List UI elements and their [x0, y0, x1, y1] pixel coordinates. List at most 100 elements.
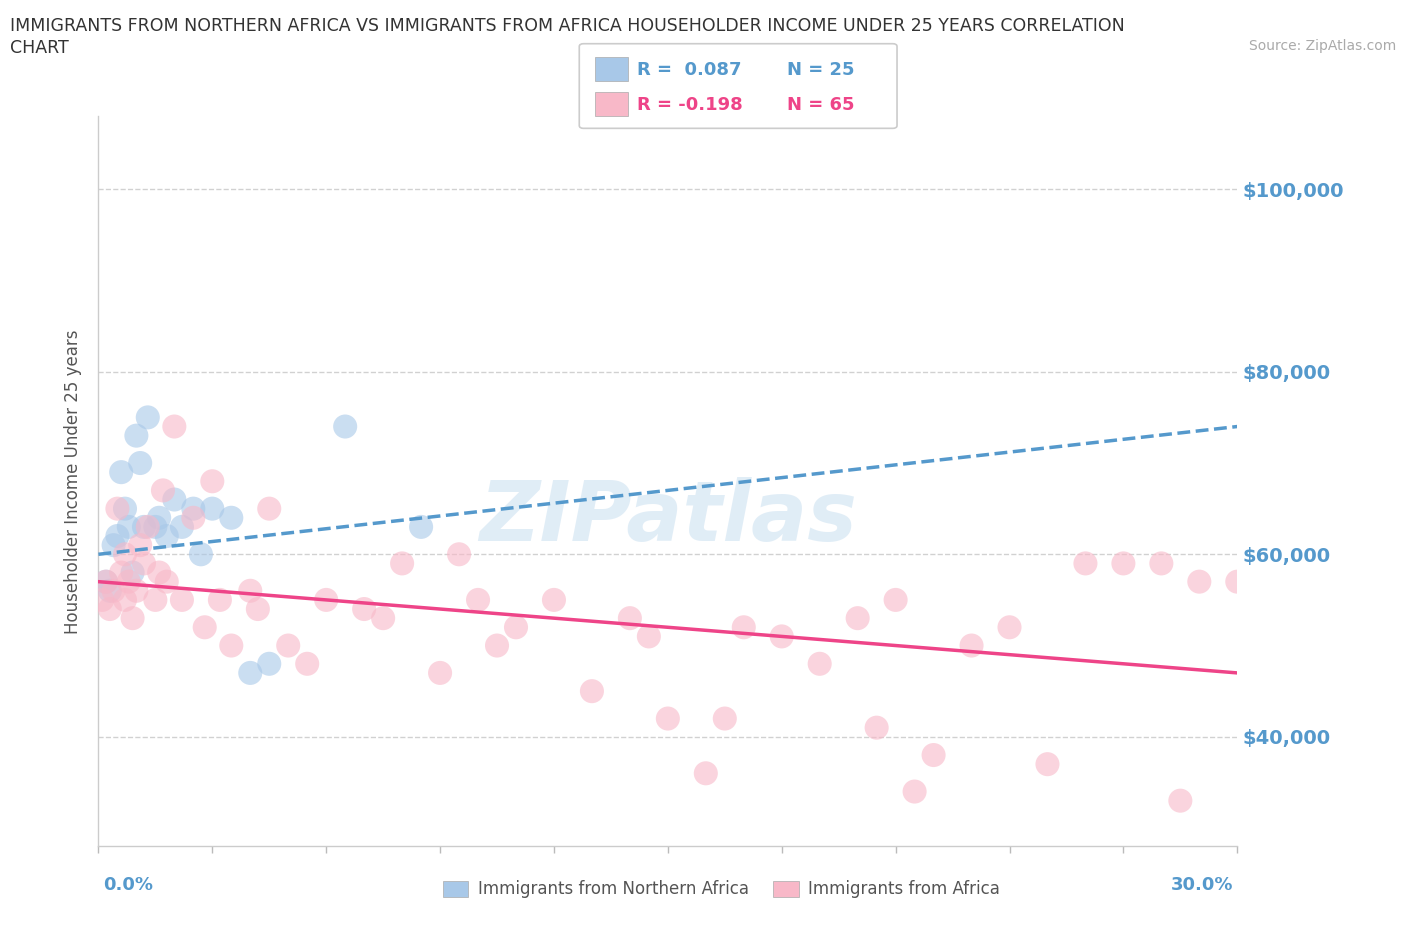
Text: R = -0.198: R = -0.198 — [637, 96, 742, 114]
Point — [657, 711, 679, 726]
Point — [297, 657, 319, 671]
Point — [638, 629, 661, 644]
Point — [1226, 574, 1249, 589]
Point — [447, 547, 470, 562]
Point — [998, 619, 1021, 634]
Point — [125, 428, 148, 443]
Point — [132, 520, 155, 535]
Point — [770, 629, 793, 644]
Text: Source: ZipAtlas.com: Source: ZipAtlas.com — [1249, 39, 1396, 53]
Text: IMMIGRANTS FROM NORTHERN AFRICA VS IMMIGRANTS FROM AFRICA HOUSEHOLDER INCOME UND: IMMIGRANTS FROM NORTHERN AFRICA VS IMMIG… — [10, 17, 1125, 34]
Point — [132, 556, 155, 571]
Point — [371, 611, 394, 626]
Point — [152, 483, 174, 498]
Point — [110, 465, 132, 480]
Point — [353, 602, 375, 617]
Point — [163, 419, 186, 434]
Point — [103, 538, 125, 552]
Point — [208, 592, 231, 607]
Point — [94, 574, 117, 589]
Point — [129, 456, 152, 471]
Point — [136, 410, 159, 425]
Point — [183, 511, 205, 525]
Point — [148, 511, 170, 525]
Point — [1188, 574, 1211, 589]
Point — [1036, 757, 1059, 772]
Point — [543, 592, 565, 607]
Point — [277, 638, 299, 653]
Point — [315, 592, 337, 607]
Point — [91, 592, 114, 607]
Point — [121, 611, 143, 626]
Point — [866, 720, 889, 735]
Point — [129, 538, 152, 552]
Point — [486, 638, 509, 653]
Point — [114, 547, 136, 562]
Point — [411, 520, 433, 535]
Point — [118, 520, 141, 535]
Point — [1150, 556, 1173, 571]
Point — [904, 784, 927, 799]
Point — [114, 501, 136, 516]
Point — [107, 528, 129, 543]
Point — [391, 556, 413, 571]
Point — [170, 592, 193, 607]
Point — [201, 501, 224, 516]
Text: 30.0%: 30.0% — [1171, 876, 1233, 895]
Point — [733, 619, 755, 634]
Point — [194, 619, 217, 634]
Point — [884, 592, 907, 607]
Point — [335, 419, 357, 434]
Point — [110, 565, 132, 580]
Point — [148, 565, 170, 580]
Point — [960, 638, 983, 653]
Point — [1112, 556, 1135, 571]
Point — [107, 501, 129, 516]
Point — [94, 574, 117, 589]
Text: R =  0.087: R = 0.087 — [637, 60, 741, 79]
Point — [145, 592, 167, 607]
Point — [846, 611, 869, 626]
Point — [714, 711, 737, 726]
Point — [695, 766, 717, 781]
Point — [467, 592, 489, 607]
Point — [922, 748, 945, 763]
Text: N = 65: N = 65 — [787, 96, 855, 114]
Point — [121, 565, 143, 580]
Text: Immigrants from Africa: Immigrants from Africa — [808, 880, 1000, 898]
Point — [170, 520, 193, 535]
Point — [183, 501, 205, 516]
Point — [808, 657, 831, 671]
Point — [246, 602, 269, 617]
Point — [221, 511, 243, 525]
Point — [156, 528, 179, 543]
Point — [145, 520, 167, 535]
Point — [103, 583, 125, 598]
Point — [201, 473, 224, 489]
Point — [190, 547, 212, 562]
Point — [114, 592, 136, 607]
Point — [163, 492, 186, 507]
Point — [505, 619, 527, 634]
Y-axis label: Householder Income Under 25 years: Householder Income Under 25 years — [65, 329, 83, 633]
Point — [136, 520, 159, 535]
Point — [1074, 556, 1097, 571]
Point — [1378, 583, 1400, 598]
Point — [259, 657, 281, 671]
Point — [259, 501, 281, 516]
Point — [125, 583, 148, 598]
Text: 0.0%: 0.0% — [103, 876, 153, 895]
Text: ZIPatlas: ZIPatlas — [479, 477, 856, 558]
Point — [619, 611, 641, 626]
Point — [221, 638, 243, 653]
Point — [581, 684, 603, 698]
Point — [156, 574, 179, 589]
Point — [239, 666, 262, 681]
Text: Immigrants from Northern Africa: Immigrants from Northern Africa — [478, 880, 749, 898]
Point — [118, 574, 141, 589]
Point — [98, 602, 121, 617]
Point — [239, 583, 262, 598]
Point — [98, 583, 121, 598]
Point — [429, 666, 451, 681]
Text: CHART: CHART — [10, 39, 69, 57]
